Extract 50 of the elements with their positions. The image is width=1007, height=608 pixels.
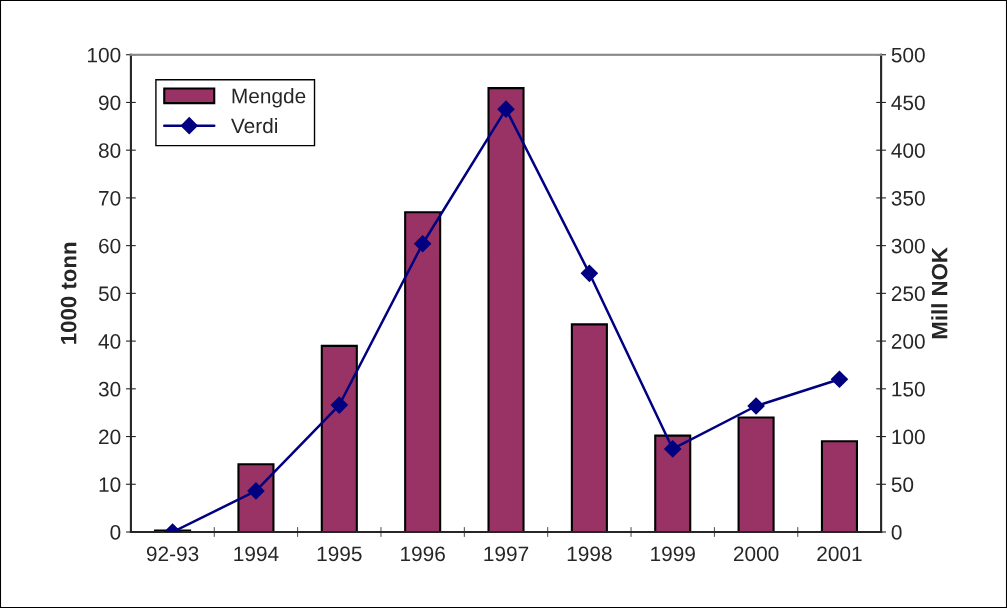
x-tick-label: 1995 <box>317 546 362 562</box>
legend-label: Mengde <box>232 88 306 108</box>
y2-tick-label: 400 <box>891 143 925 158</box>
legend-label: Verdi <box>231 117 277 134</box>
x-tick-label: 1999 <box>651 546 695 562</box>
x-tick-label: 2000 <box>733 546 779 562</box>
y-axis-title: 1000 tonn <box>60 242 77 344</box>
bar <box>570 323 608 532</box>
y2-tick-label: 350 <box>891 190 925 206</box>
x-tick-label: 1998 <box>567 546 612 562</box>
y2-tick-label: 450 <box>891 95 925 111</box>
y-tick-label: 90 <box>98 95 121 111</box>
bar <box>737 416 775 532</box>
y-tick-label: 50 <box>98 286 121 302</box>
y-tick-label: 10 <box>99 477 121 493</box>
y-tick-label: 0 <box>110 525 121 540</box>
y-tick-label: 100 <box>88 47 121 63</box>
x-tick-label: 1994 <box>234 546 279 562</box>
x-tick-label: 1997 <box>484 546 529 562</box>
y2-tick-label: 50 <box>891 477 914 493</box>
y-tick-label: 70 <box>99 190 121 206</box>
y-tick-label: 30 <box>98 381 121 397</box>
y2-tick-label: 500 <box>891 47 925 63</box>
point <box>330 396 348 414</box>
bar <box>820 440 858 532</box>
y2-tick-label: 200 <box>891 334 925 349</box>
y-tick-label: 60 <box>99 238 121 254</box>
x-tick-label: 1996 <box>401 546 445 562</box>
point <box>747 397 765 415</box>
y2-axis-title: Mill NOK <box>931 247 948 339</box>
x-tick-label: 2001 <box>817 546 862 562</box>
point <box>414 235 432 253</box>
y2-tick-label: 100 <box>892 429 925 445</box>
y-tick-label: 80 <box>98 143 121 158</box>
bar <box>237 463 275 532</box>
point <box>580 264 598 282</box>
bar <box>404 211 442 532</box>
y2-tick-label: 300 <box>891 238 925 254</box>
y-tick-label: 20 <box>99 429 121 445</box>
point <box>497 100 515 118</box>
y2-tick-label: 150 <box>892 381 925 397</box>
y2-tick-label: 250 <box>891 286 925 302</box>
y-tick-label: 40 <box>98 334 121 349</box>
bar <box>487 87 525 532</box>
x-tick-label: 92-93 <box>146 546 199 562</box>
bar <box>654 434 692 532</box>
y2-tick-label: 0 <box>891 525 902 540</box>
point <box>664 440 682 458</box>
point <box>830 370 848 388</box>
bar <box>320 344 358 532</box>
